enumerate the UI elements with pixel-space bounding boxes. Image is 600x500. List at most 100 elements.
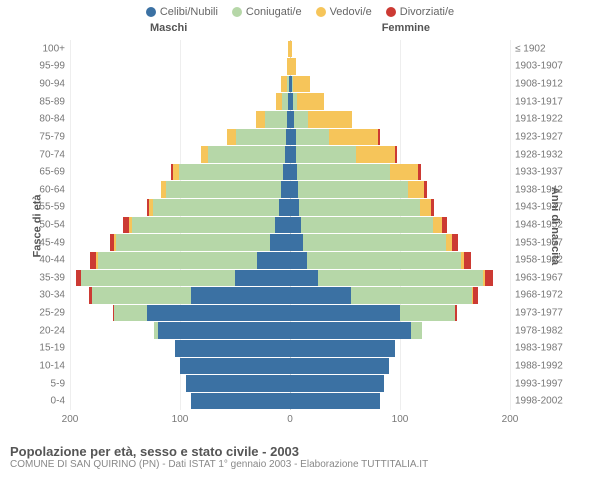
pyramid-row bbox=[70, 181, 510, 198]
seg-div bbox=[473, 287, 479, 304]
y-tick-birth: 1978-1982 bbox=[515, 325, 595, 336]
seg-ved bbox=[408, 181, 425, 198]
legend-label: Vedovi/e bbox=[330, 6, 372, 18]
pyramid-row bbox=[70, 76, 510, 93]
seg-con bbox=[153, 199, 280, 216]
seg-con bbox=[298, 181, 408, 198]
y-tick-birth: 1943-1947 bbox=[515, 202, 595, 213]
bar-male bbox=[227, 129, 290, 146]
y-tick-birth: 1958-1962 bbox=[515, 255, 595, 266]
bar-female bbox=[290, 340, 395, 357]
legend-swatch bbox=[316, 7, 326, 17]
pyramid-row bbox=[70, 164, 510, 181]
bar-female bbox=[290, 252, 471, 269]
bar-male bbox=[113, 305, 290, 322]
seg-ved bbox=[256, 111, 265, 128]
seg-div bbox=[431, 199, 434, 216]
seg-div bbox=[378, 129, 380, 146]
y-tick-birth: 1923-1927 bbox=[515, 131, 595, 142]
grid-line bbox=[510, 40, 511, 410]
bar-female bbox=[290, 164, 421, 181]
seg-ved bbox=[420, 199, 431, 216]
bar-male bbox=[76, 270, 291, 287]
seg-ved bbox=[308, 111, 352, 128]
seg-cel bbox=[290, 270, 318, 287]
bar-female bbox=[290, 393, 380, 410]
seg-div bbox=[452, 234, 459, 251]
y-tick-age: 100+ bbox=[5, 43, 65, 54]
seg-cel bbox=[283, 164, 290, 181]
bar-male bbox=[147, 199, 290, 216]
seg-con bbox=[318, 270, 483, 287]
bar-female bbox=[290, 146, 397, 163]
bar-female bbox=[290, 358, 389, 375]
legend-item: Divorziati/e bbox=[386, 6, 454, 18]
y-tick-birth: 1913-1917 bbox=[515, 96, 595, 107]
seg-cel bbox=[191, 393, 290, 410]
seg-ved bbox=[356, 146, 395, 163]
y-tick-age: 40-44 bbox=[5, 255, 65, 266]
seg-cel bbox=[290, 217, 301, 234]
seg-div bbox=[442, 217, 448, 234]
seg-cel bbox=[290, 199, 299, 216]
y-tick-age: 75-79 bbox=[5, 131, 65, 142]
seg-ved bbox=[276, 93, 283, 110]
seg-con bbox=[265, 111, 287, 128]
y-tick-birth: 1998-2002 bbox=[515, 396, 595, 407]
pyramid-row bbox=[70, 270, 510, 287]
bar-male bbox=[201, 146, 290, 163]
seg-con bbox=[208, 146, 285, 163]
pyramid-row bbox=[70, 93, 510, 110]
bar-female bbox=[290, 322, 422, 339]
bar-female bbox=[290, 305, 457, 322]
y-tick-age: 65-69 bbox=[5, 167, 65, 178]
seg-ved bbox=[290, 41, 292, 58]
bar-male bbox=[276, 93, 290, 110]
y-tick-birth: 1908-1912 bbox=[515, 79, 595, 90]
bar-male bbox=[180, 358, 290, 375]
y-tick-age: 20-24 bbox=[5, 325, 65, 336]
y-tick-age: 15-19 bbox=[5, 343, 65, 354]
seg-con bbox=[303, 234, 446, 251]
seg-con bbox=[351, 287, 472, 304]
seg-ved bbox=[329, 129, 379, 146]
bar-female bbox=[290, 375, 384, 392]
seg-cel bbox=[290, 287, 351, 304]
footer: Popolazione per età, sesso e stato civil… bbox=[0, 440, 600, 470]
seg-con bbox=[400, 305, 455, 322]
y-tick-birth: 1963-1967 bbox=[515, 272, 595, 283]
y-tick-birth: 1968-1972 bbox=[515, 290, 595, 301]
seg-div bbox=[90, 252, 97, 269]
y-tick-birth: 1988-1992 bbox=[515, 360, 595, 371]
legend: Celibi/NubiliConiugati/eVedovi/eDivorzia… bbox=[0, 0, 600, 20]
seg-cel bbox=[290, 322, 411, 339]
header-maschi: Maschi bbox=[150, 22, 187, 34]
y-tick-age: 25-29 bbox=[5, 308, 65, 319]
y-tick-birth: 1918-1922 bbox=[515, 114, 595, 125]
pyramid-row bbox=[70, 199, 510, 216]
seg-cel bbox=[186, 375, 291, 392]
bar-male bbox=[123, 217, 290, 234]
legend-label: Coniugati/e bbox=[246, 6, 302, 18]
legend-item: Coniugati/e bbox=[232, 6, 302, 18]
legend-swatch bbox=[386, 7, 396, 17]
seg-div bbox=[485, 270, 494, 287]
pyramid-row bbox=[70, 146, 510, 163]
bar-female bbox=[290, 270, 493, 287]
seg-con bbox=[116, 234, 270, 251]
seg-cel bbox=[290, 164, 297, 181]
seg-div bbox=[455, 305, 457, 322]
seg-con bbox=[81, 270, 235, 287]
pyramid-row bbox=[70, 287, 510, 304]
legend-label: Divorziati/e bbox=[400, 6, 454, 18]
pyramid-row bbox=[70, 322, 510, 339]
y-tick-age: 45-49 bbox=[5, 237, 65, 248]
bar-male bbox=[256, 111, 290, 128]
seg-ved bbox=[390, 164, 418, 181]
bar-male bbox=[171, 164, 290, 181]
seg-cel bbox=[290, 234, 303, 251]
x-tick: 100 bbox=[392, 414, 409, 425]
plot: 2001000100200100+≤ 190295-991903-190790-… bbox=[70, 40, 510, 410]
y-tick-age: 0-4 bbox=[5, 396, 65, 407]
seg-ved bbox=[293, 76, 310, 93]
